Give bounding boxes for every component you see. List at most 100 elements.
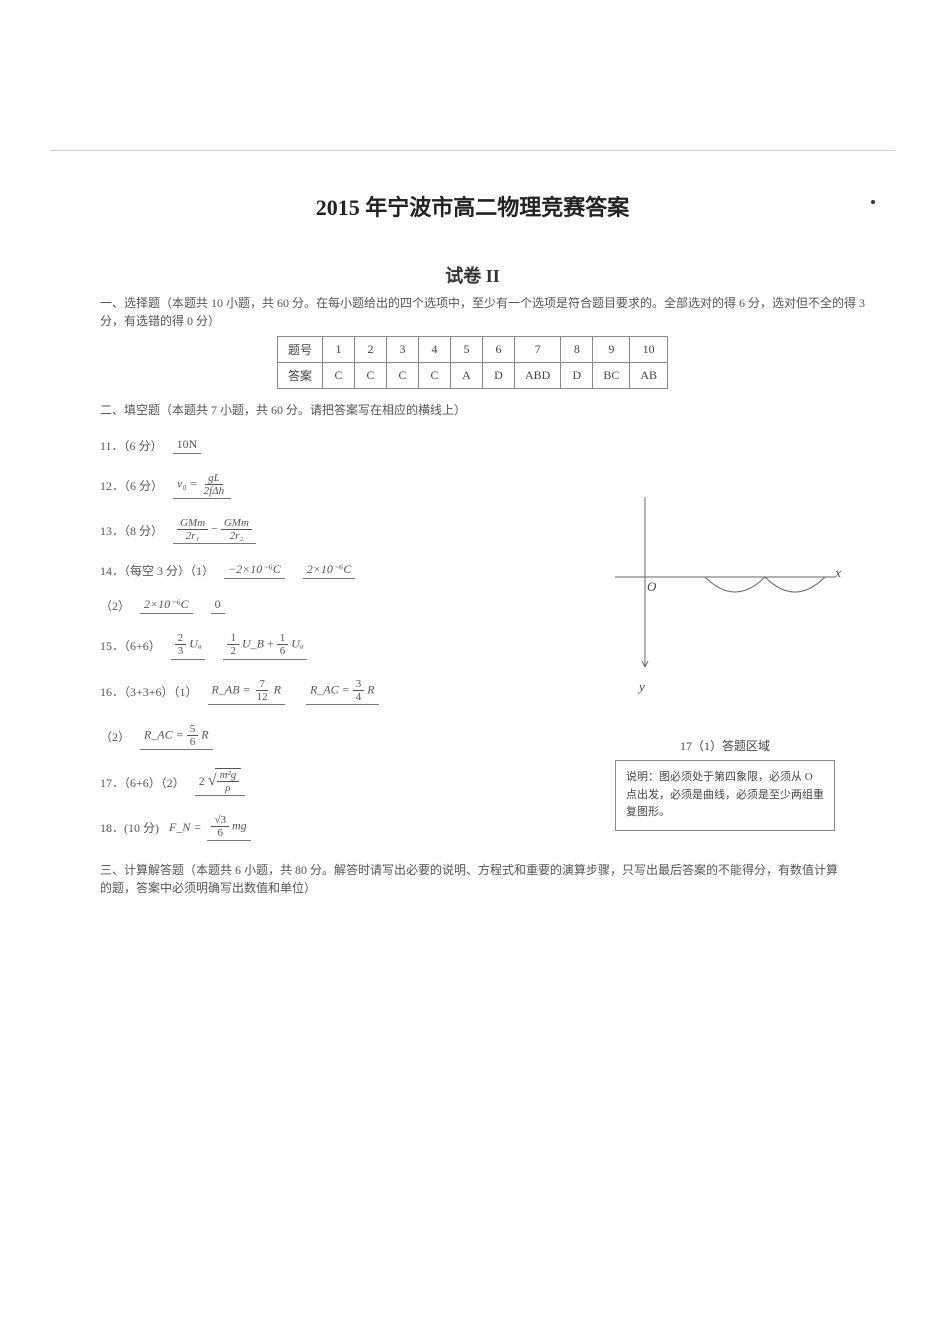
q17-n: m²g	[217, 769, 240, 782]
q16-a3-n: 5	[187, 723, 199, 736]
page-title: 2015 年宁波市高二物理竞赛答案	[60, 190, 885, 222]
q14-sub-label: （2）	[100, 597, 130, 614]
q14-b1: 2×10⁻⁶C	[140, 597, 193, 614]
q13-n1: GMm	[177, 517, 208, 530]
col-10: 10	[630, 337, 668, 363]
q13-n2: GMm	[221, 517, 252, 530]
q15-label: 15．（6+6）	[100, 637, 161, 654]
q16-a2-lhs: R_AC =	[310, 682, 350, 696]
q12-num: gL	[205, 472, 223, 485]
q18-label: 18．(10 分)	[100, 819, 159, 836]
q15-a1-frac: 2 3	[175, 632, 187, 657]
q17-pre: 2	[199, 774, 205, 788]
q12-frac: gL 2fΔh	[201, 472, 228, 497]
col-4: 4	[418, 337, 450, 363]
q16-label: 16．（3+3+6）（1）	[100, 683, 198, 700]
q15-a1-n: 2	[175, 632, 187, 645]
q16-a3-frac: 5 6	[187, 723, 199, 748]
section2-header: 二、填空题（本题共 7 小题，共 60 分。请把答案写在相应的横线上）	[100, 401, 885, 419]
q15-a2-d2: 6	[277, 645, 289, 657]
q12-den: 2fΔh	[201, 485, 228, 497]
q15-plus: +	[267, 637, 274, 651]
col-3: 3	[386, 337, 418, 363]
ans-4: C	[418, 363, 450, 389]
q16-a2-n: 3	[353, 678, 365, 691]
q16-a1-n: 7	[256, 678, 268, 691]
ans-7: ABD	[514, 363, 560, 389]
q15-a2-d1: 2	[227, 645, 239, 657]
q13-frac1: GMm 2r₁	[177, 517, 208, 542]
q11-answer: 10N	[173, 437, 202, 454]
ans-9: BC	[593, 363, 630, 389]
section3-header: 三、计算解答题（本题共 6 小题，共 80 分。解答时请写出必要的说明、方程式和…	[100, 861, 845, 897]
q16-a1-lhs: R_AB =	[212, 682, 251, 696]
q14-label: 14．（每空 3 分）（1）	[100, 562, 214, 579]
q15-a2-f2: 1 6	[277, 632, 289, 657]
q17-sqrt: √ m²g ρ	[208, 768, 242, 794]
q17-label: 17．（6+6）（2）	[100, 774, 185, 791]
diagram-note-box: 说明：图必须处于第四象限，必须从 O 点出发，必须是曲线，必须是至少两组重复图形…	[615, 760, 835, 831]
q16-a1-t: R	[274, 682, 281, 696]
q18-frac: √3 6	[211, 814, 229, 839]
q13-label: 13．（8 分）	[100, 522, 163, 539]
col-5: 5	[450, 337, 482, 363]
q15-a1-t: Uₐ	[189, 637, 201, 651]
q13-d1: 2r₁	[183, 530, 203, 542]
q16-a2-t: R	[367, 682, 374, 696]
q15-a2-t1: U_B	[242, 637, 264, 651]
table-header-row: 题号 1 2 3 4 5 6 7 8 9 10	[277, 337, 667, 363]
ans-6: D	[482, 363, 514, 389]
row-answer-label: 答案	[277, 363, 322, 389]
col-2: 2	[354, 337, 386, 363]
q15-a2-t2: Uₐ	[291, 637, 303, 651]
q16-a1-d: 12	[254, 691, 271, 703]
ans-10: AB	[630, 363, 668, 389]
q12-answer: v₀ = gL 2fΔh	[173, 472, 231, 499]
q17-sqrt-body: m²g ρ	[215, 768, 242, 794]
ans-8: D	[561, 363, 593, 389]
diagram-caption: 17（1）答题区域	[615, 737, 835, 754]
q15-a2-n1: 1	[227, 632, 239, 645]
q12-lhs: v₀ =	[177, 476, 198, 490]
coordinate-diagram	[615, 487, 835, 667]
q14-a1: −2×10⁻⁶C	[224, 562, 285, 579]
q17-d: ρ	[222, 782, 233, 794]
q16-sub-label: （2）	[100, 728, 130, 745]
q16-a3: R_AC = 5 6 R	[140, 723, 213, 750]
q14-b2: 0	[211, 597, 225, 614]
origin-label: O	[647, 579, 656, 595]
col-7: 7	[514, 337, 560, 363]
q16-a2-frac: 3 4	[353, 678, 365, 703]
q11-row: 11．（6 分） 10N	[100, 437, 845, 454]
x-axis-label: x	[835, 565, 841, 581]
q18-d: 6	[214, 827, 226, 839]
q16-a1: R_AB = 7 12 R	[208, 678, 285, 705]
col-9: 9	[593, 337, 630, 363]
q11-label: 11．（6 分）	[100, 437, 163, 454]
ans-5: A	[450, 363, 482, 389]
answer-table: 题号 1 2 3 4 5 6 7 8 9 10 答案 C C C C A D A…	[277, 336, 668, 389]
ans-1: C	[322, 363, 354, 389]
q18-answer: √3 6 mg	[207, 814, 250, 841]
q16-a3-d: 6	[187, 736, 199, 748]
fill-blank-area: 11．（6 分） 10N 12．（6 分） v₀ = gL 2fΔh 13．（8…	[100, 437, 845, 841]
q17-frac: m²g ρ	[217, 769, 240, 794]
q15-a2-f1: 1 2	[227, 632, 239, 657]
q16-a2-d: 4	[353, 691, 365, 703]
col-6: 6	[482, 337, 514, 363]
q16-a1-frac: 7 12	[254, 678, 271, 703]
col-header-label: 题号	[277, 337, 322, 363]
col-1: 1	[322, 337, 354, 363]
table-answer-row: 答案 C C C C A D ABD D BC AB	[277, 363, 667, 389]
q13-frac2: GMm 2r₂	[221, 517, 252, 542]
q15-a1-d: 3	[175, 645, 187, 657]
q13-minus: −	[211, 522, 218, 536]
q15-a2: 1 2 U_B + 1 6 Uₐ	[223, 632, 307, 659]
q14-a2: 2×10⁻⁶C	[303, 562, 356, 579]
q18-n: √3	[211, 814, 229, 827]
q15-a1: 2 3 Uₐ	[171, 632, 206, 659]
section1-header: 一、选择题（本题共 10 小题，共 60 分。在每小题给出的四个选项中，至少有一…	[100, 294, 885, 330]
q16-a3-t: R	[201, 727, 208, 741]
q16-a2: R_AC = 3 4 R	[306, 678, 379, 705]
q18-lhs: F_N =	[169, 820, 201, 835]
